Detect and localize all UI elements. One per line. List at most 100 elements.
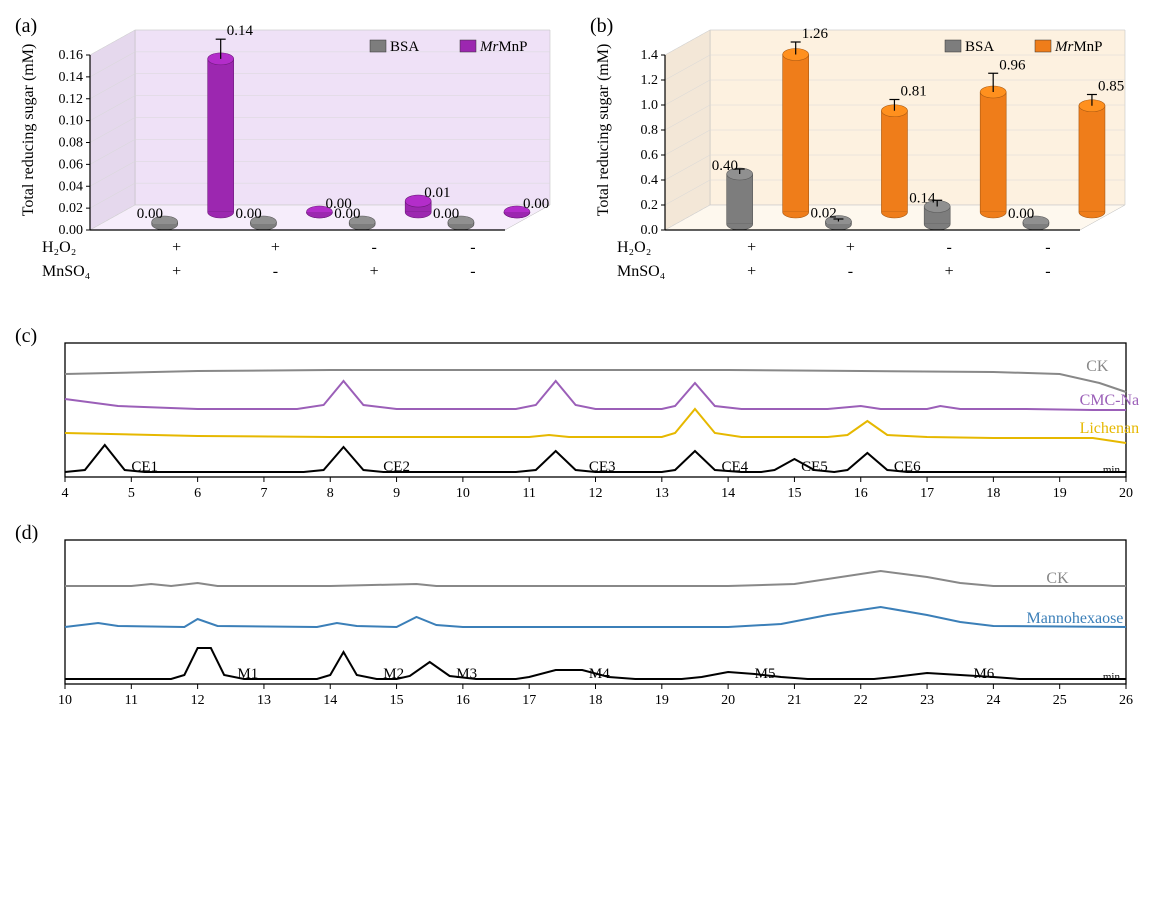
ytick-label: 1.2 [641,73,659,88]
row-ab: (a) 0.00 0.02 0.04 0.06 0.08 0.10 0.12 0.14 0.16… [15,15,1146,310]
ytick-label: 1.4 [641,48,659,63]
legend-label: MrMnP [1054,39,1103,55]
xtick-label: 15 [390,693,404,708]
xtick-label: 18 [986,486,1000,501]
peak-label: CE3 [589,459,616,475]
bar-value-label: 0.00 [235,206,261,222]
chromatogram-c: 4567891011121314151617181920minCKCMC-NaL… [15,325,1146,505]
trace-label: CK [1046,570,1069,587]
bar-value-label: 0.85 [1098,79,1124,95]
cond-row-label: MnSO₄ [617,263,666,280]
peak-label: M1 [237,666,258,682]
xtick-label: 17 [920,486,934,501]
ytick-label: 0.08 [59,136,84,151]
xtick-label: 15 [787,486,801,501]
panel-c: (c) 4567891011121314151617181920minCKCMC… [15,325,1146,510]
y-axis-label: Total reducing sugar (mM) [595,44,612,217]
trace-label: CMC-Na [1080,392,1140,409]
legend-swatch [1035,40,1051,52]
cond-row-label: H₂O₂ [42,239,76,256]
ytick-label: 0.8 [641,123,659,138]
peak-label: CE2 [383,459,410,475]
chart-a: 0.000.020.040.060.080.100.120.140.16Tota… [15,15,570,305]
peak-label: CE4 [721,459,748,475]
cond-symbol: + [945,263,954,280]
cond-symbol: - [947,239,952,256]
figure: (a) 0.00 0.02 0.04 0.06 0.08 0.10 0.12 0.14 0.16… [15,15,1146,717]
xtick-label: 6 [194,486,201,501]
xtick-label: 12 [589,486,603,501]
cond-row-label: H₂O₂ [617,239,651,256]
cond-symbol: - [470,239,475,256]
peak-label: CE1 [131,459,158,475]
y-axis-label: Total reducing sugar (mM) [20,44,37,217]
xtick-label: 25 [1053,693,1067,708]
xtick-label: 20 [1119,486,1133,501]
bar-value-label: 0.96 [999,57,1026,73]
ytick-label: 0.04 [59,179,84,194]
xtick-label: 13 [655,486,669,501]
xtick-label: 23 [920,693,934,708]
trace-Lichenan [65,409,1126,443]
cond-symbol: + [747,263,756,280]
xtick-label: 8 [327,486,334,501]
bar-value-label: 0.14 [909,191,936,207]
ytick-label: 0.12 [59,92,84,107]
bar-value-label: 0.01 [424,185,450,201]
peak-label: CE6 [894,459,921,475]
panel-a-label: (a) [15,15,37,38]
trace-label: Lichenan [1080,420,1140,437]
ytick-label: 0.6 [641,148,659,163]
ytick-label: 0.2 [641,198,659,213]
bar-value-label: 0.02 [810,206,836,222]
ytick-label: 0.16 [59,48,84,63]
cond-symbol: + [172,263,181,280]
trace-CMC-Na [65,381,1126,410]
panel-a: (a) 0.000.020.040.060.080.100.120.140.16… [15,15,570,310]
trace-Mannohexaose [65,607,1126,627]
bar-value-label: 0.81 [900,84,926,100]
peak-label: M4 [589,666,610,682]
ytick-label: 0.06 [59,157,84,172]
ytick-label: 1.0 [641,98,659,113]
xtick-label: 19 [655,693,669,708]
xtick-label: 7 [260,486,267,501]
ytick-label: 0.4 [641,173,659,188]
ytick-label: 0.00 [59,223,84,238]
legend-swatch [370,40,386,52]
cond-symbol: + [846,239,855,256]
xtick-label: 10 [58,693,72,708]
peak-label: M6 [973,666,994,682]
legend-label: BSA [965,39,994,55]
chart-b: 0.00.20.40.60.81.01.21.4Total reducing s… [590,15,1145,305]
chromatogram-d: 1011121314151617181920212223242526minCKM… [15,522,1146,712]
panel-c-label: (c) [15,325,37,348]
xtick-label: 19 [1053,486,1067,501]
cond-symbol: - [1045,263,1050,280]
xtick-label: 21 [787,693,801,708]
peak-label: M2 [383,666,404,682]
xtick-label: 11 [522,486,535,501]
cond-symbol: + [370,263,379,280]
trace-CK [65,370,1126,392]
cond-row-label: MnSO₄ [42,263,91,280]
xtick-label: 14 [721,486,735,501]
xtick-label: 4 [62,486,69,501]
cond-symbol: - [470,263,475,280]
bar-value-label: 0.00 [433,206,459,222]
x-unit-label: min [1103,464,1121,476]
xtick-label: 20 [721,693,735,708]
xtick-label: 12 [191,693,205,708]
xtick-label: 5 [128,486,135,501]
peak-label: M3 [456,666,477,682]
xtick-label: 26 [1119,693,1133,708]
ytick-label: 0.10 [59,114,84,129]
bar-value-label: 0.40 [712,158,738,174]
legend-label: MrMnP [479,39,528,55]
cond-symbol: - [372,239,377,256]
cond-symbol: + [172,239,181,256]
peak-label: CE5 [801,459,828,475]
xtick-label: 17 [522,693,536,708]
xtick-label: 22 [854,693,868,708]
xtick-label: 14 [323,693,337,708]
